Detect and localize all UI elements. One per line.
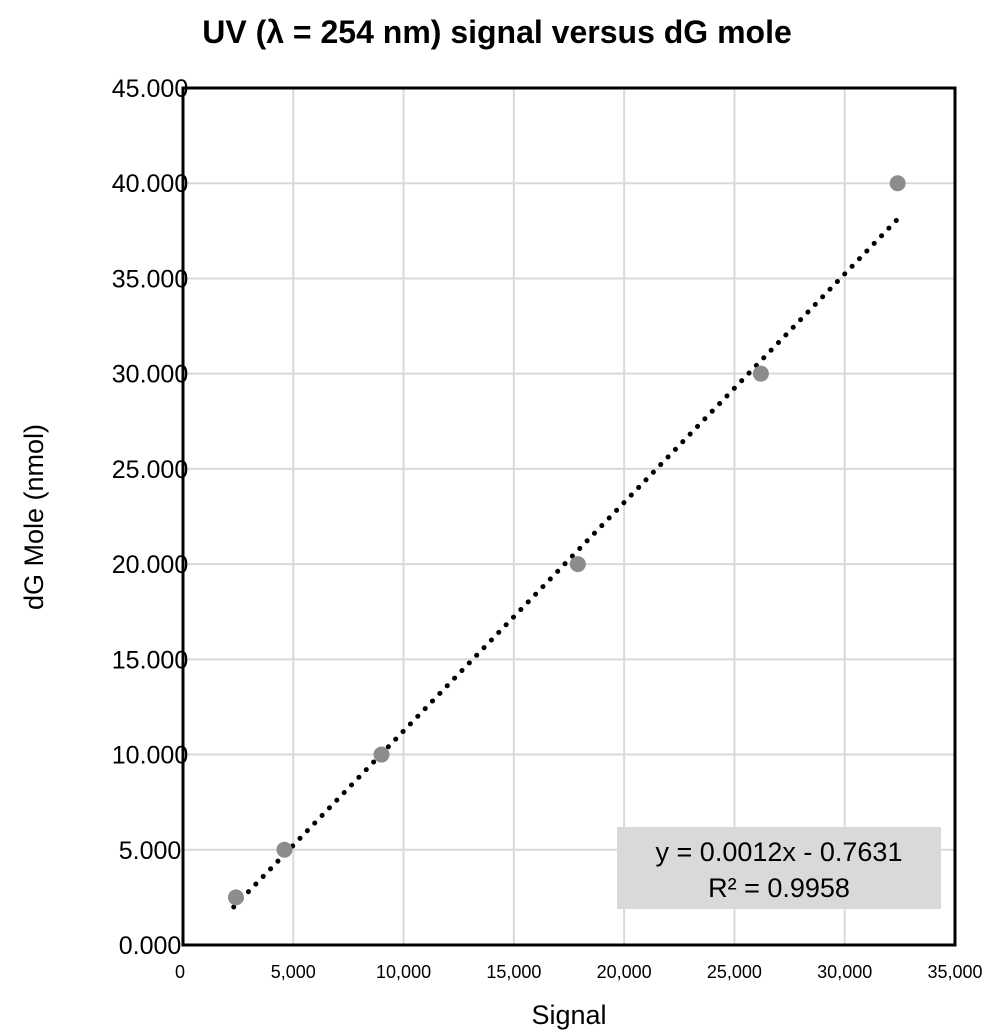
x-tick-label: 35,000 [927, 962, 982, 982]
y-tick-label: 35.000 [112, 265, 188, 293]
y-axis-label: dG Mole (nmol) [19, 424, 49, 610]
y-tick-label: 0.000 [119, 932, 182, 960]
y-tick-label: 20.000 [112, 551, 188, 579]
y-tick-label: 10.000 [112, 742, 188, 770]
x-tick-labels: 0 5,000 10,000 15,000 20,000 25,000 30,000 35,0… [175, 962, 983, 982]
x-tick-label: 30,000 [817, 962, 872, 982]
chart-title: UV (λ = 254 nm) signal versus dG mole [202, 14, 792, 50]
y-tick-label: 5.000 [119, 837, 182, 865]
x-tick-label: 5,000 [271, 962, 316, 982]
y-tick-label: 15.000 [112, 646, 188, 674]
trendline [231, 214, 903, 910]
trendline-equation-box: y = 0.0012x - 0.7631 R² = 0.9958 [617, 827, 941, 909]
x-tick-label: 0 [175, 962, 185, 982]
x-tick-label: 15,000 [486, 962, 541, 982]
data-point [373, 746, 390, 763]
data-point [276, 841, 293, 858]
data-point [227, 889, 244, 906]
x-axis-label: Signal [531, 1000, 606, 1030]
trendline-path [231, 214, 903, 910]
plot-border [181, 86, 957, 947]
x-tick-label: 25,000 [707, 962, 762, 982]
x-tick-label: 10,000 [376, 962, 431, 982]
data-points [227, 175, 906, 906]
y-tick-label: 45.000 [112, 75, 188, 103]
y-tick-labels: 0.000 5.000 10.000 15.000 20.000 25.000 30.000… [112, 75, 188, 960]
y-tick-label: 30.000 [112, 361, 188, 389]
y-tick-label: 40.000 [112, 170, 188, 198]
x-tick-label: 20,000 [597, 962, 652, 982]
data-point [752, 365, 769, 382]
grid-lines [182, 87, 956, 946]
equation-box-background [617, 827, 941, 909]
y-tick-label: 25.000 [112, 456, 188, 484]
data-point [889, 175, 906, 192]
data-point [569, 556, 586, 573]
trendline-equation: y = 0.0012x - 0.7631 [656, 837, 903, 867]
r-squared-label: R² = 0.9958 [708, 873, 850, 903]
